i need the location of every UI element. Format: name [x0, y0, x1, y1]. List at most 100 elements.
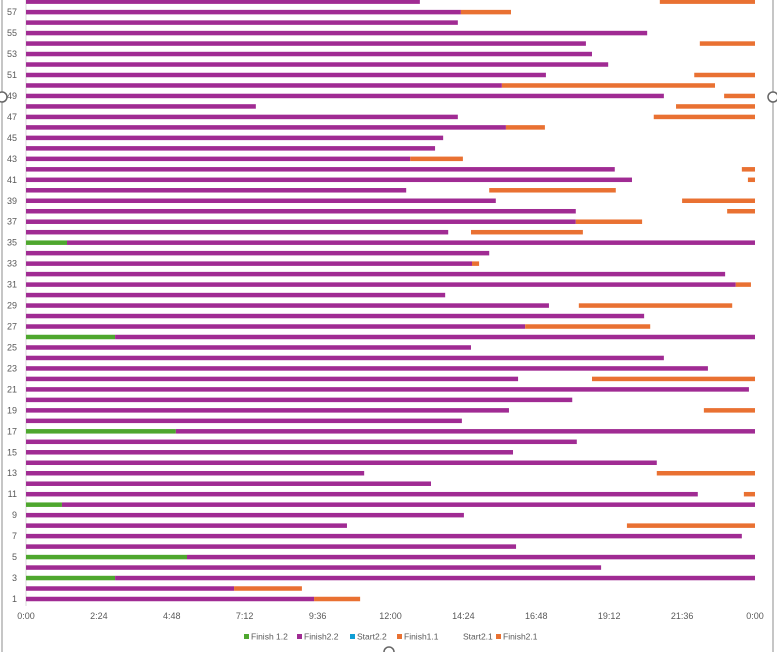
bar-finish-2-1[interactable]: [682, 198, 755, 204]
bar-finish-2-2[interactable]: [26, 282, 736, 287]
x-tick-label: 21:36: [671, 611, 694, 621]
bar-finish-2-2[interactable]: [26, 20, 458, 25]
bar-finish-2-2[interactable]: [67, 240, 756, 245]
bar-finish-2-2[interactable]: [26, 261, 473, 266]
bar-finish-2-2[interactable]: [26, 512, 464, 518]
y-tick-label: 43: [7, 154, 17, 164]
bar-finish-2-1[interactable]: [314, 596, 361, 602]
bar-finish-1-2[interactable]: [26, 334, 116, 340]
bar-finish-2-1[interactable]: [626, 523, 755, 528]
bar-finish-2-1[interactable]: [724, 93, 755, 99]
bar-finish-2-2[interactable]: [26, 146, 436, 151]
bar-finish-2-2[interactable]: [26, 51, 592, 57]
bar-finish-2-1[interactable]: [659, 0, 755, 4]
bar-finish-2-2[interactable]: [26, 586, 235, 591]
bar-finish-2-2[interactable]: [26, 596, 315, 602]
bar-finish-2-2[interactable]: [26, 366, 708, 371]
bar-finish-2-2[interactable]: [26, 198, 496, 204]
bar-finish-2-2[interactable]: [26, 376, 519, 382]
bar-finish-2-2[interactable]: [26, 250, 490, 256]
bar-finish-2-2[interactable]: [26, 208, 576, 214]
bar-finish-2-1[interactable]: [741, 167, 755, 172]
bar-finish-1-2[interactable]: [26, 575, 116, 581]
bar-finish-2-2[interactable]: [26, 523, 347, 528]
bar-finish-2-1[interactable]: [743, 491, 755, 497]
bar-finish-2-2[interactable]: [26, 135, 444, 141]
bar-finish-2-2[interactable]: [26, 533, 742, 539]
bar-finish-1-2[interactable]: [26, 240, 68, 245]
bar-finish-2-2[interactable]: [26, 125, 506, 130]
bar-finish-2-1[interactable]: [699, 41, 755, 46]
bar-finish-2-1[interactable]: [653, 114, 755, 120]
bar-finish-1-2[interactable]: [26, 429, 176, 434]
bar-finish-2-2[interactable]: [115, 575, 756, 581]
bar-finish-2-2[interactable]: [26, 41, 586, 46]
bar-finish-2-2[interactable]: [26, 397, 573, 403]
bar-finish-2-2[interactable]: [26, 345, 471, 350]
bar-finish-2-1[interactable]: [460, 9, 511, 15]
bar-finish-2-2[interactable]: [26, 303, 549, 308]
bar-finish-2-2[interactable]: [26, 9, 461, 15]
bar-finish-2-1[interactable]: [694, 72, 755, 78]
bar-finish-2-1[interactable]: [234, 586, 302, 591]
bar-finish-2-1[interactable]: [410, 156, 463, 162]
resize-handle-right[interactable]: [767, 91, 777, 103]
bar-finish-2-2[interactable]: [26, 62, 609, 67]
bar-finish-2-2[interactable]: [26, 565, 602, 570]
bar-finish-2-2[interactable]: [26, 544, 517, 549]
bar-finish-2-1[interactable]: [575, 219, 643, 224]
bar-finish-2-2[interactable]: [186, 554, 756, 560]
bar-finish-2-1[interactable]: [505, 125, 545, 130]
bar-finish-2-2[interactable]: [175, 429, 756, 434]
bar-finish-2-2[interactable]: [26, 30, 648, 36]
bar-finish-2-2[interactable]: [26, 481, 431, 486]
bar-finish-2-2[interactable]: [26, 83, 502, 88]
bar-finish-2-2[interactable]: [26, 408, 509, 413]
bar-finish-2-1[interactable]: [735, 282, 751, 287]
bar-finish-2-1[interactable]: [703, 408, 755, 413]
bar-finish-2-2[interactable]: [26, 271, 726, 277]
resize-handle-bottom[interactable]: [383, 646, 395, 652]
bar-finish-2-1[interactable]: [747, 177, 755, 183]
bar-finish-2-2[interactable]: [26, 313, 645, 319]
bar-finish-2-2[interactable]: [26, 439, 577, 445]
bar-finish-1-2[interactable]: [26, 502, 62, 507]
bar-finish-2-2[interactable]: [115, 334, 756, 340]
bar-finish-2-2[interactable]: [26, 460, 657, 466]
bar-finish-2-1[interactable]: [472, 261, 480, 266]
bar-finish-2-2[interactable]: [26, 229, 449, 235]
bar-finish-2-2[interactable]: [26, 114, 458, 120]
bar-finish-2-1[interactable]: [501, 83, 716, 88]
bar-finish-2-1[interactable]: [727, 208, 755, 214]
bar-finish-2-1[interactable]: [470, 229, 583, 235]
bar-finish-2-2[interactable]: [26, 219, 576, 224]
bar-finish-2-2[interactable]: [61, 502, 756, 507]
bar-finish-2-2[interactable]: [26, 491, 698, 497]
bar-finish-2-2[interactable]: [26, 167, 615, 172]
bar-finish-2-2[interactable]: [26, 188, 407, 193]
bar-finish-1-2[interactable]: [26, 554, 187, 560]
bar-finish-2-1[interactable]: [591, 376, 755, 382]
bar-finish-2-2[interactable]: [26, 177, 632, 183]
bar-finish-2-2[interactable]: [26, 72, 546, 78]
bar-finish-2-1[interactable]: [676, 104, 755, 109]
y-tick-label: 31: [7, 280, 17, 290]
resize-handle-left[interactable]: [0, 91, 8, 103]
bar-finish-2-2[interactable]: [26, 450, 514, 455]
bar-finish-2-1[interactable]: [578, 303, 733, 308]
bar-finish-2-2[interactable]: [26, 418, 462, 424]
bar-finish-2-2[interactable]: [26, 470, 365, 476]
bar-finish-2-1[interactable]: [489, 188, 616, 193]
bar-finish-2-2[interactable]: [26, 355, 664, 361]
bar-finish-2-2[interactable]: [26, 93, 664, 99]
bar-finish-2-1[interactable]: [525, 324, 651, 329]
bar-finish-2-2[interactable]: [26, 292, 446, 298]
bar-finish-2-1[interactable]: [656, 470, 755, 476]
bar-finish-2-2[interactable]: [26, 156, 411, 162]
bar-finish-2-2[interactable]: [26, 0, 420, 4]
bar-finish-2-2[interactable]: [26, 387, 749, 392]
bar-finish-2-2[interactable]: [26, 104, 256, 109]
x-tick-label: 19:12: [598, 611, 621, 621]
bar-finish-2-2[interactable]: [26, 324, 526, 329]
